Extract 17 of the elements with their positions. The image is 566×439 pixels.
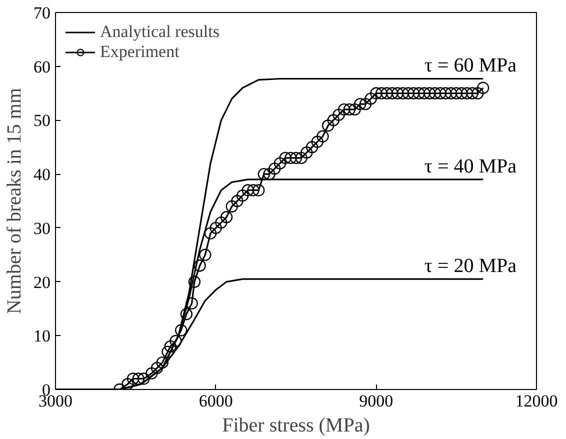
y-tick-label: 70 xyxy=(34,4,50,22)
x-axis-title: Fiber stress (MPa) xyxy=(222,414,370,436)
y-tick-label: 50 xyxy=(34,111,50,130)
legend-label: Analytical results xyxy=(100,22,220,42)
y-tick-label: 20 xyxy=(34,272,50,292)
x-tick-label: 12000 xyxy=(515,392,558,410)
annotation: τ = 40 MPa xyxy=(424,155,517,178)
annotation: τ = 20 MPa xyxy=(424,255,517,278)
y-tick-label: 30 xyxy=(34,218,50,238)
x-tick-label: 9000 xyxy=(359,392,394,410)
x-tick-label: 6000 xyxy=(198,392,233,410)
y-tick-label: 10 xyxy=(34,326,50,346)
y-axis-title: Number of breaks in 15 mm xyxy=(4,88,26,314)
y-tick-label: 40 xyxy=(34,165,50,184)
y-tick-label: 60 xyxy=(34,57,50,76)
annotation: τ = 60 MPa xyxy=(424,54,517,77)
legend-label: Experiment xyxy=(100,42,180,62)
